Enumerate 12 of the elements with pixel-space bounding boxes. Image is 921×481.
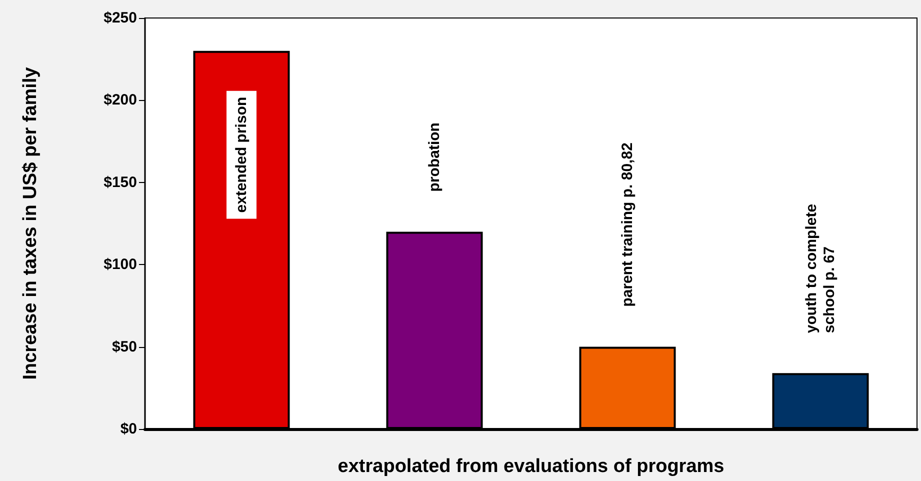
- y-axis-title: Increase in taxes in US$ per family: [20, 66, 41, 380]
- y-tick-label: $0: [120, 420, 137, 438]
- y-tick-label: $50: [112, 338, 137, 356]
- y-tick-label: $250: [104, 10, 137, 26]
- y-tick-label: $100: [104, 256, 137, 274]
- x-tick-label: probation: [426, 122, 443, 192]
- y-tick-label: $200: [104, 92, 137, 109]
- x-tick-label: parent training p. 80,82: [619, 142, 636, 307]
- y-tick-label: $150: [104, 174, 137, 191]
- x-axis-title: extrapolated from evaluations of programs: [338, 456, 724, 477]
- x-tick-label: youth to complete school p. 67: [803, 204, 838, 334]
- x-tick-label: extended prison: [233, 96, 250, 213]
